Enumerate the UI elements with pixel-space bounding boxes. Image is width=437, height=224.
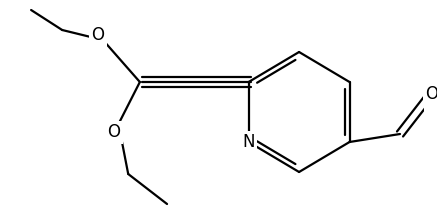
Text: O: O [92, 26, 104, 44]
Text: O: O [107, 123, 120, 141]
Text: O: O [426, 85, 437, 103]
Text: N: N [243, 133, 255, 151]
